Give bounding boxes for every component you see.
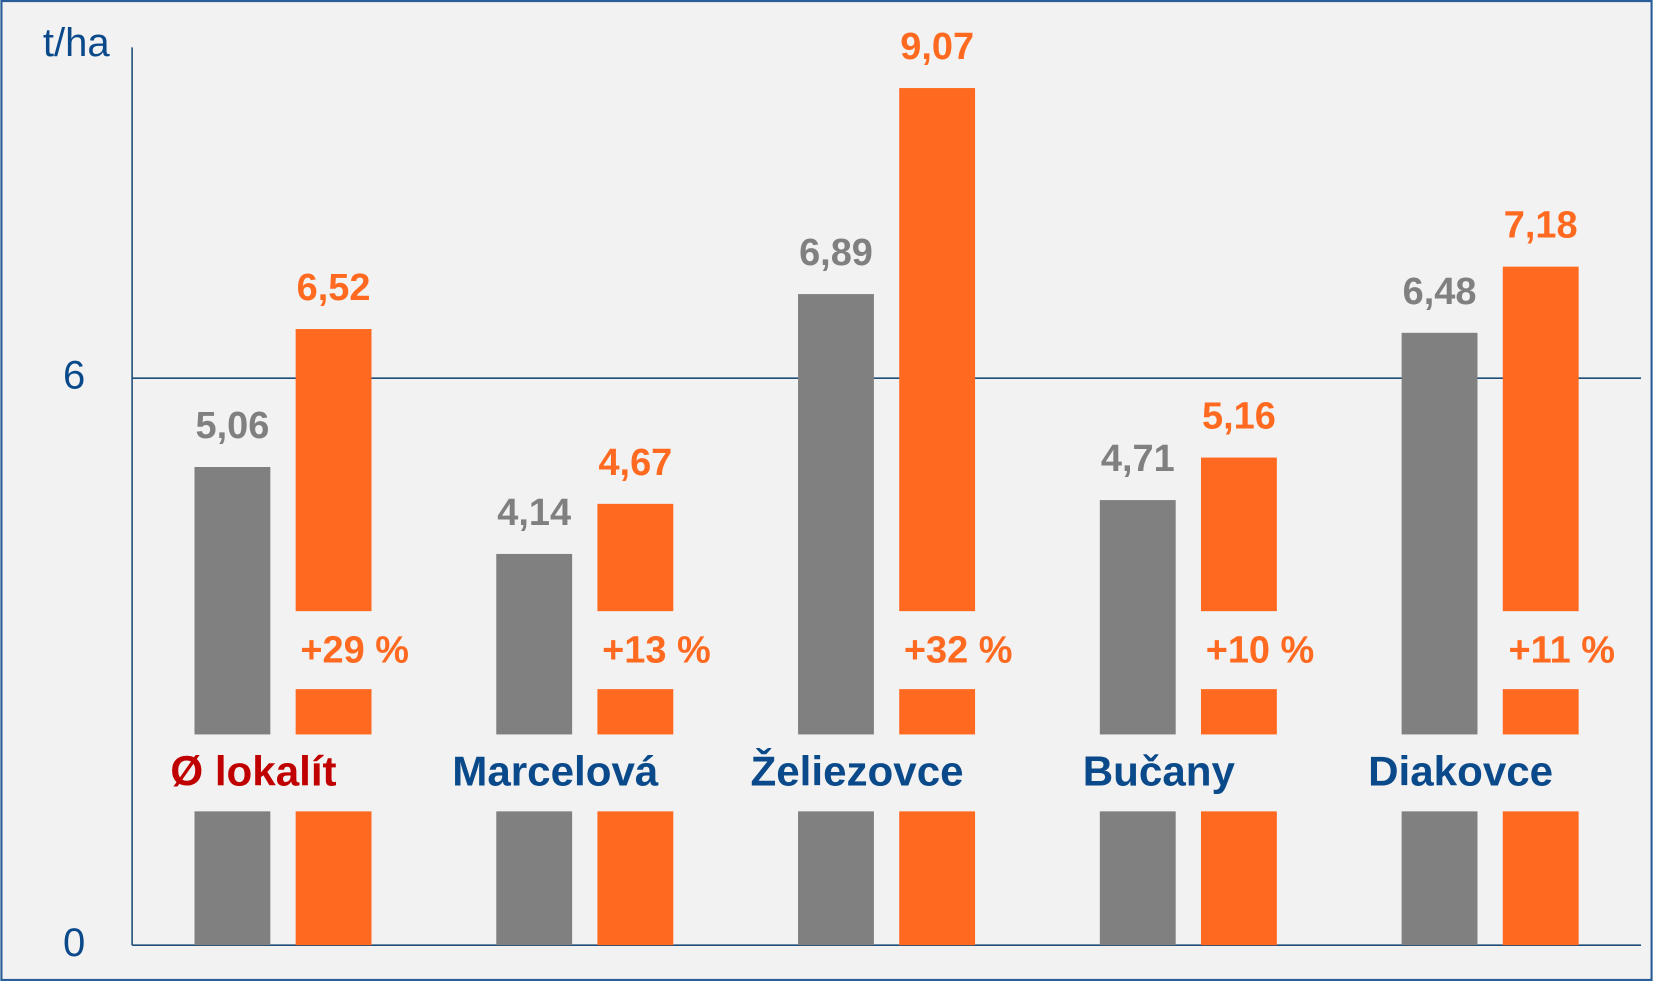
bar <box>1099 500 1176 946</box>
bar-gap <box>596 611 675 690</box>
bar <box>1401 332 1478 946</box>
value-label: 7,18 <box>1504 205 1578 247</box>
label-gap <box>1400 734 1580 812</box>
value-label: 4,14 <box>497 492 571 534</box>
bar-gap <box>1501 611 1580 690</box>
bar <box>1200 457 1277 946</box>
y-axis-label: t/ha <box>43 21 111 65</box>
value-label: 6,48 <box>1403 271 1477 313</box>
bar-gap <box>898 611 977 690</box>
value-label: 6,89 <box>799 232 873 274</box>
category-label: Ø lokalít <box>170 748 336 795</box>
y-tick-label: 0 <box>63 921 85 965</box>
bar <box>798 294 874 946</box>
bar <box>194 467 271 946</box>
change-label: +32 % <box>904 629 1013 671</box>
value-label: 6,52 <box>297 267 371 309</box>
label-gap <box>193 734 373 812</box>
bar-gap <box>1199 611 1278 690</box>
label-gap <box>495 734 675 812</box>
change-label: +13 % <box>602 629 711 671</box>
bar <box>899 88 976 946</box>
category-label: Diakovce <box>1368 748 1553 795</box>
category-label: Marcelová <box>452 748 659 795</box>
y-tick-label: 6 <box>63 354 85 398</box>
bar <box>597 503 674 946</box>
value-label: 4,67 <box>598 442 672 484</box>
category-label: Želiezovce <box>751 747 964 795</box>
value-label: 4,71 <box>1101 438 1175 480</box>
category-label: Bučany <box>1083 748 1236 795</box>
label-gap <box>1098 734 1278 812</box>
bar <box>1502 266 1579 946</box>
value-label: 9,07 <box>900 26 974 68</box>
bar-gap <box>294 611 373 690</box>
value-label: 5,06 <box>196 405 270 447</box>
value-label: 5,16 <box>1202 396 1276 438</box>
change-label: +11 % <box>1509 629 1616 671</box>
change-label: +29 % <box>300 629 409 671</box>
label-gap <box>796 734 977 812</box>
change-label: +10 % <box>1206 629 1315 671</box>
